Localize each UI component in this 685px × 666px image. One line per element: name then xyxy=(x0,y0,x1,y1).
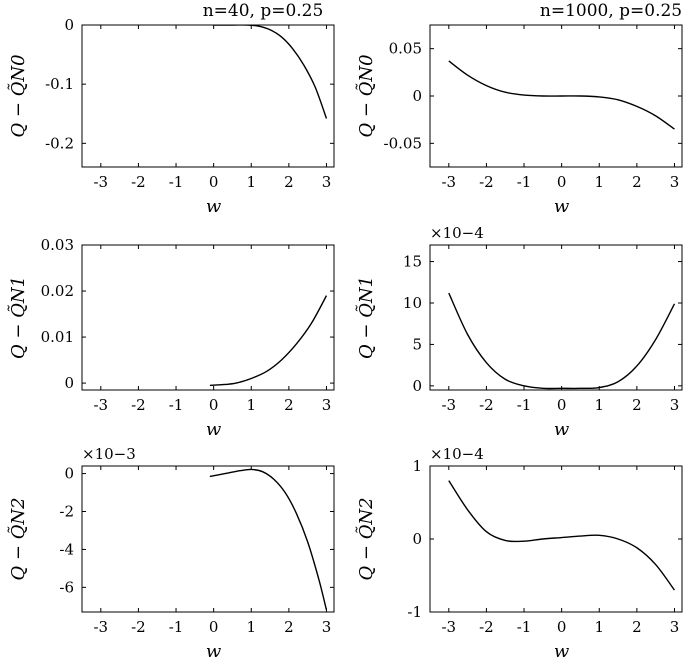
subplot-4: -3 -2 -1 0 1 2 3 15 10 5 0 w Q − Q̃N1 ×10−4 xyxy=(355,224,683,440)
series-line xyxy=(209,468,328,611)
series-line xyxy=(448,480,676,591)
y-tick-label: 0.02 xyxy=(41,282,74,300)
plot-frame xyxy=(429,465,683,613)
plot-frame xyxy=(81,244,335,391)
y-axis-label: Q − Q̃N2 xyxy=(7,497,29,580)
y-tick-label: -6 xyxy=(59,578,74,596)
x-tick-label: -1 xyxy=(517,618,532,636)
x-tick-label: 0 xyxy=(209,618,219,636)
y-tick-label: -0.1 xyxy=(45,75,74,93)
y-tick-label: 0.03 xyxy=(41,236,74,254)
y-tick-label: 15 xyxy=(403,253,422,271)
series-line xyxy=(213,25,328,119)
y-tick-label: 0 xyxy=(412,87,422,105)
x-tick-label: -1 xyxy=(169,618,184,636)
subplot-title: n=1000, p=0.25 xyxy=(540,1,682,21)
exponent-label: ×10−4 xyxy=(430,224,484,242)
y-tick-label: -2 xyxy=(59,503,74,521)
x-tick-label: 1 xyxy=(246,618,256,636)
x-tick-label: 0 xyxy=(209,173,219,191)
subplot-title: n=40, p=0.25 xyxy=(203,1,324,21)
plot-frame xyxy=(81,465,335,613)
x-axis-label: w xyxy=(554,641,570,662)
y-axis-label: Q − Q̃N0 xyxy=(7,54,29,137)
subplot-3: -3 -2 -1 0 1 2 3 0.03 0.02 0.01 0 w Q − Q̃N1 xyxy=(7,236,335,440)
x-axis-label: w xyxy=(206,419,222,440)
x-tick-label: 2 xyxy=(632,618,642,636)
x-tick-label: 1 xyxy=(594,396,604,414)
x-tick-label: -2 xyxy=(131,618,146,636)
series-line xyxy=(448,292,676,390)
x-tick-label: 2 xyxy=(632,396,642,414)
x-tick-label: -1 xyxy=(517,173,532,191)
x-tick-label: 2 xyxy=(284,618,294,636)
x-tick-label: -2 xyxy=(131,173,146,191)
x-axis-label: w xyxy=(554,196,570,217)
x-tick-label: 0 xyxy=(557,618,567,636)
x-tick-label: 3 xyxy=(670,396,680,414)
y-tick-label: 0 xyxy=(412,530,422,548)
y-tick-label: 1 xyxy=(412,457,422,475)
series-line xyxy=(448,60,675,130)
y-tick-label: -0.05 xyxy=(384,134,422,152)
x-tick-label: -3 xyxy=(441,396,456,414)
x-tick-label: 3 xyxy=(322,618,332,636)
x-tick-label: 0 xyxy=(209,396,219,414)
x-tick-label: -2 xyxy=(479,396,494,414)
x-tick-label: -3 xyxy=(93,173,108,191)
x-tick-label: -1 xyxy=(169,396,184,414)
x-tick-label: 1 xyxy=(594,173,604,191)
y-tick-label: 0.01 xyxy=(41,328,74,346)
x-tick-label: 1 xyxy=(246,396,256,414)
x-tick-label: 2 xyxy=(284,173,294,191)
y-axis-label: Q − Q̃N0 xyxy=(355,54,377,137)
y-axis-label: Q − Q̃N2 xyxy=(355,497,377,580)
y-axis-label: Q − Q̃N1 xyxy=(7,276,29,359)
x-tick-label: -3 xyxy=(441,618,456,636)
y-tick-label: -0.2 xyxy=(45,134,74,152)
y-axis-label: Q − Q̃N1 xyxy=(355,276,377,359)
x-tick-label: 1 xyxy=(246,173,256,191)
subplot-1: -3 -2 -1 0 1 2 3 0 -0.1 -0.2 w Q − Q̃N0 n=40, p=0.25 xyxy=(7,1,335,217)
x-tick-label: -1 xyxy=(517,396,532,414)
x-tick-label: -2 xyxy=(479,173,494,191)
y-tick-label: 0 xyxy=(64,465,74,483)
y-tick-label: 0 xyxy=(64,374,74,392)
x-tick-label: -3 xyxy=(93,396,108,414)
x-tick-label: 3 xyxy=(322,173,332,191)
series-line xyxy=(209,295,328,387)
y-tick-label: 0.05 xyxy=(389,40,422,58)
plot-frame xyxy=(81,24,335,168)
subplot-6: -3 -2 -1 0 1 2 3 1 0 -1 w Q − Q̃N2 ×10−4 xyxy=(355,445,683,662)
y-tick-label: 5 xyxy=(412,335,422,353)
y-tick-label: 10 xyxy=(403,294,422,312)
x-tick-label: 3 xyxy=(322,396,332,414)
x-tick-label: -2 xyxy=(131,396,146,414)
x-tick-label: 3 xyxy=(670,173,680,191)
x-tick-label: 2 xyxy=(632,173,642,191)
subplot-5: -3 -2 -1 0 1 2 3 0 -2 -4 -6 w Q − Q̃N2 ×10−3 xyxy=(7,445,335,662)
y-tick-label: -1 xyxy=(407,603,422,621)
x-tick-label: -1 xyxy=(169,173,184,191)
x-axis-label: w xyxy=(206,641,222,662)
y-tick-label: 0 xyxy=(64,16,74,34)
x-axis-label: w xyxy=(206,196,222,217)
x-tick-label: 1 xyxy=(594,618,604,636)
subplot-2: -3 -2 -1 0 1 2 3 0.05 0 -0.05 w Q − Q̃N0 n=1000, p=0… xyxy=(355,1,683,217)
y-tick-label: -4 xyxy=(59,540,74,558)
x-axis-label: w xyxy=(554,419,570,440)
plot-frame xyxy=(429,244,683,391)
x-tick-label: -3 xyxy=(93,618,108,636)
x-tick-label: -3 xyxy=(441,173,456,191)
x-tick-label: 0 xyxy=(557,396,567,414)
x-tick-label: 3 xyxy=(670,618,680,636)
exponent-label: ×10−3 xyxy=(82,445,136,463)
y-tick-label: 0 xyxy=(412,377,422,395)
x-tick-label: 2 xyxy=(284,396,294,414)
x-tick-label: 0 xyxy=(557,173,567,191)
exponent-label: ×10−4 xyxy=(430,445,484,463)
x-tick-label: -2 xyxy=(479,618,494,636)
